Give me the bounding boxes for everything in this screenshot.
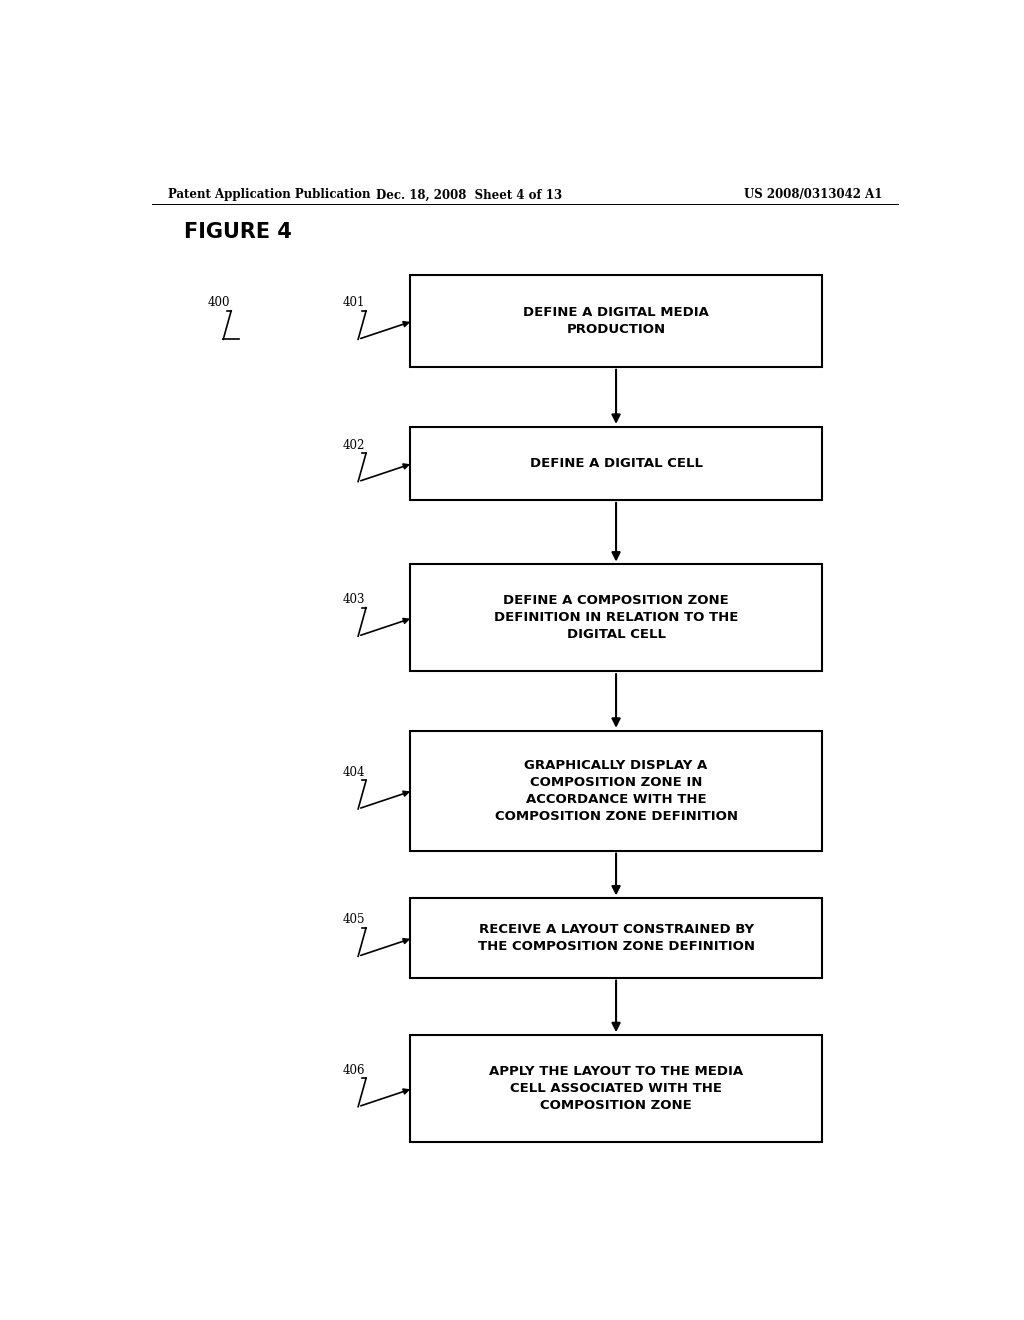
- Text: US 2008/0313042 A1: US 2008/0313042 A1: [743, 189, 882, 202]
- Text: 402: 402: [342, 438, 365, 451]
- Bar: [410, 1035, 822, 1142]
- Text: Patent Application Publication: Patent Application Publication: [168, 189, 371, 202]
- Bar: [410, 565, 822, 671]
- Text: 400: 400: [207, 296, 229, 309]
- Bar: [410, 276, 822, 367]
- Text: 401: 401: [342, 296, 365, 309]
- Text: DEFINE A DIGITAL CELL: DEFINE A DIGITAL CELL: [529, 457, 702, 470]
- Text: FIGURE 4: FIGURE 4: [183, 222, 292, 242]
- Bar: [410, 426, 822, 500]
- Text: APPLY THE LAYOUT TO THE MEDIA
CELL ASSOCIATED WITH THE
COMPOSITION ZONE: APPLY THE LAYOUT TO THE MEDIA CELL ASSOC…: [489, 1065, 743, 1111]
- Text: RECEIVE A LAYOUT CONSTRAINED BY
THE COMPOSITION ZONE DEFINITION: RECEIVE A LAYOUT CONSTRAINED BY THE COMP…: [477, 923, 755, 953]
- Bar: [410, 899, 822, 978]
- Text: 404: 404: [342, 766, 365, 779]
- Bar: [410, 731, 822, 850]
- Text: DEFINE A COMPOSITION ZONE
DEFINITION IN RELATION TO THE
DIGITAL CELL: DEFINE A COMPOSITION ZONE DEFINITION IN …: [494, 594, 738, 642]
- Text: 403: 403: [342, 593, 365, 606]
- Text: GRAPHICALLY DISPLAY A
COMPOSITION ZONE IN
ACCORDANCE WITH THE
COMPOSITION ZONE D: GRAPHICALLY DISPLAY A COMPOSITION ZONE I…: [495, 759, 737, 822]
- Text: 406: 406: [342, 1064, 365, 1077]
- Text: DEFINE A DIGITAL MEDIA
PRODUCTION: DEFINE A DIGITAL MEDIA PRODUCTION: [523, 306, 709, 337]
- Text: Dec. 18, 2008  Sheet 4 of 13: Dec. 18, 2008 Sheet 4 of 13: [376, 189, 562, 202]
- Text: 405: 405: [342, 913, 365, 927]
